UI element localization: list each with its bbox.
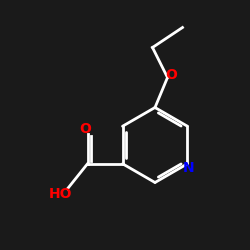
Text: O: O [165,68,177,82]
Text: N: N [183,160,194,174]
Text: O: O [79,122,91,136]
Text: HO: HO [48,187,72,201]
